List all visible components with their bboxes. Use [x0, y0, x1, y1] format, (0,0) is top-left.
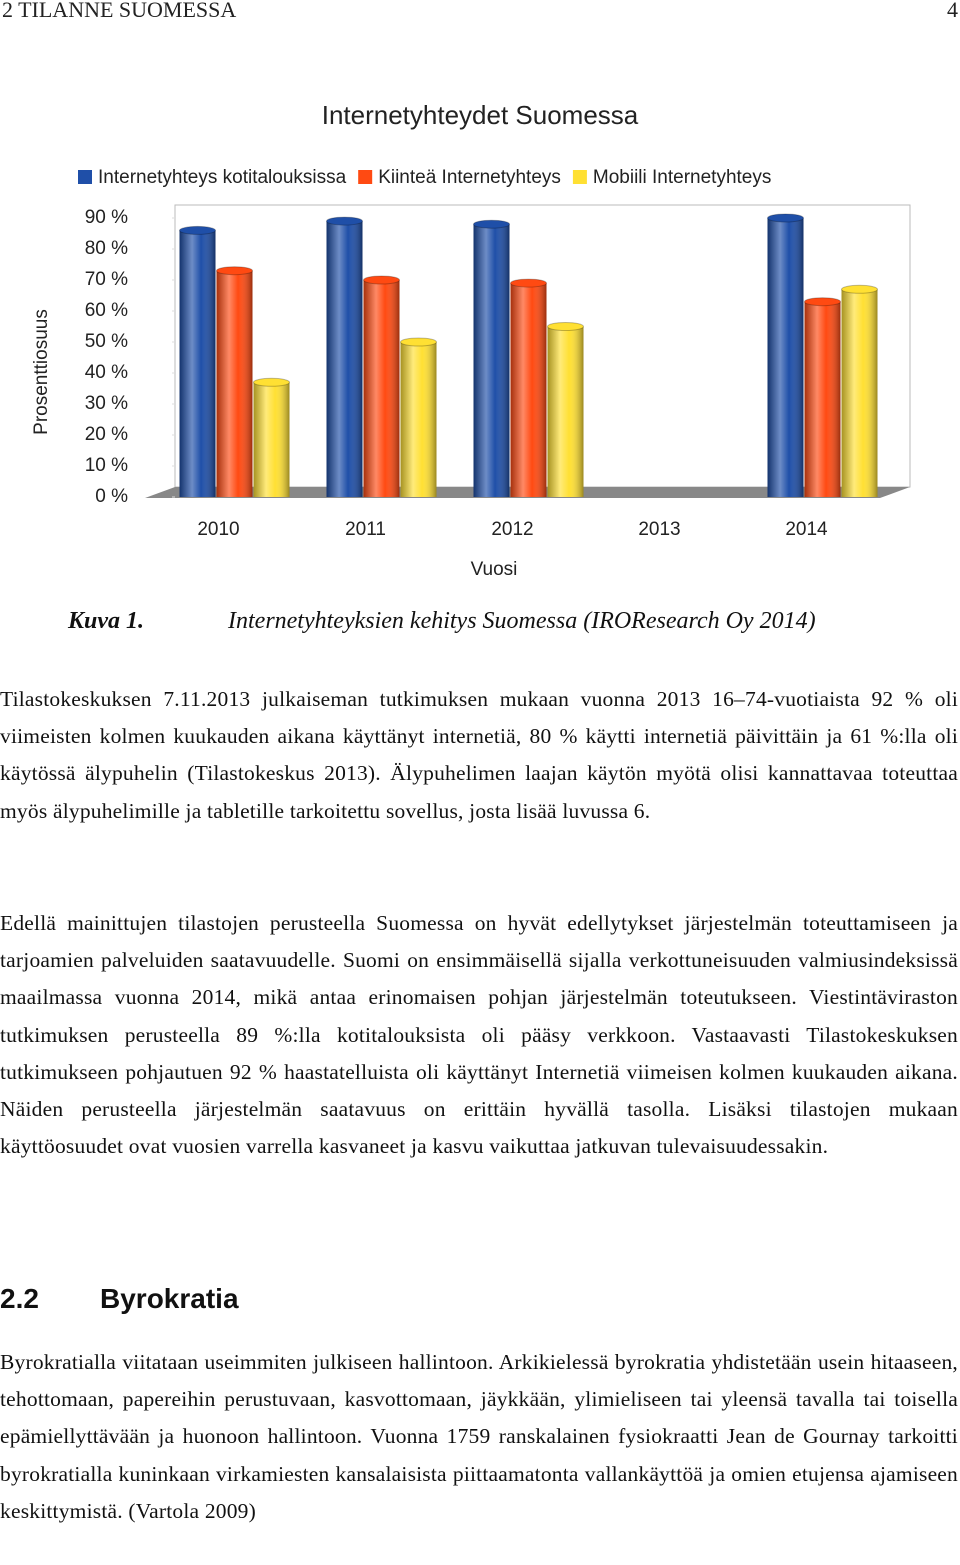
bar-shade	[400, 342, 437, 497]
bar-shade	[804, 301, 841, 497]
bar-cap	[547, 322, 584, 331]
bar-cap	[326, 216, 363, 226]
bar-cap	[253, 377, 290, 387]
x-tick-label: 2011	[345, 519, 386, 540]
y-tick-label: 60 %	[85, 300, 128, 321]
header-title: 2 TILANNE SUOMESSA	[2, 0, 236, 22]
caption-text: Internetyhteyksien kehitys Suomessa (IRO…	[228, 608, 816, 634]
chart: 2 TILANNE SUOMESSA 4 Internetyhteydet Su…	[2, 0, 958, 580]
bar-cap	[510, 278, 547, 288]
bar-cap	[473, 219, 510, 229]
legend-label: Internetyhteys kotitalouksissa	[98, 167, 347, 188]
bar-cap	[179, 225, 216, 235]
bar-shade	[510, 283, 547, 497]
paragraph: Byrokratialla viitataan useimmiten julki…	[0, 1350, 958, 1523]
y-tick-label: 30 %	[85, 393, 128, 414]
y-tick-label: 20 %	[85, 424, 128, 445]
bar-shade	[767, 218, 804, 497]
y-tick-label: 0 %	[95, 486, 128, 507]
caption-label: Kuva 1.	[68, 608, 145, 634]
bar-shade	[179, 230, 216, 497]
legend-swatch	[572, 170, 587, 184]
legend-label: Mobiili Internetyhteys	[593, 167, 771, 188]
bar-cap	[767, 213, 804, 223]
bar-shade	[473, 224, 510, 497]
paragraph: Edellä mainittujen tilastojen perusteell…	[0, 911, 958, 1159]
bar-shade	[216, 270, 253, 497]
y-axis-label: Prosenttiosuus	[31, 309, 52, 435]
x-tick-label: 2013	[638, 519, 680, 540]
x-tick-label: 2014	[785, 519, 828, 540]
section-heading: 2.2 Byrokratia	[0, 1283, 239, 1315]
bar-cap	[216, 266, 253, 276]
page-number: 4	[947, 0, 958, 22]
legend-swatch	[358, 170, 373, 184]
x-tick-label: 2012	[491, 519, 533, 540]
legend-swatch	[78, 170, 92, 184]
chart-title: Internetyhteydet Suomessa	[322, 100, 639, 130]
paragraph: Tilastokeskuksen 7.11.2013 julkaiseman t…	[0, 687, 958, 823]
x-tick-label: 2010	[197, 519, 239, 540]
bar-cap	[804, 297, 841, 307]
bar-cap	[363, 275, 400, 285]
bar-cap	[400, 337, 437, 347]
y-tick-label: 70 %	[85, 269, 128, 290]
y-tick-label: 50 %	[85, 331, 128, 352]
section-number: 2.2	[0, 1283, 39, 1314]
bar-shade	[363, 280, 400, 497]
bar-shade	[326, 221, 363, 497]
y-tick-label: 10 %	[85, 455, 128, 476]
y-tick-label: 40 %	[85, 362, 128, 383]
bar-shade	[253, 382, 290, 497]
y-tick-label: 80 %	[85, 238, 128, 259]
bar-cap	[841, 284, 878, 294]
y-tick-label: 90 %	[85, 207, 128, 228]
legend-label: Kiinteä Internetyhteys	[378, 167, 561, 188]
section-title: Byrokratia	[100, 1283, 239, 1314]
bar-shade	[547, 326, 584, 497]
x-axis-label: Vuosi	[471, 559, 518, 580]
bar-shade	[841, 289, 878, 497]
